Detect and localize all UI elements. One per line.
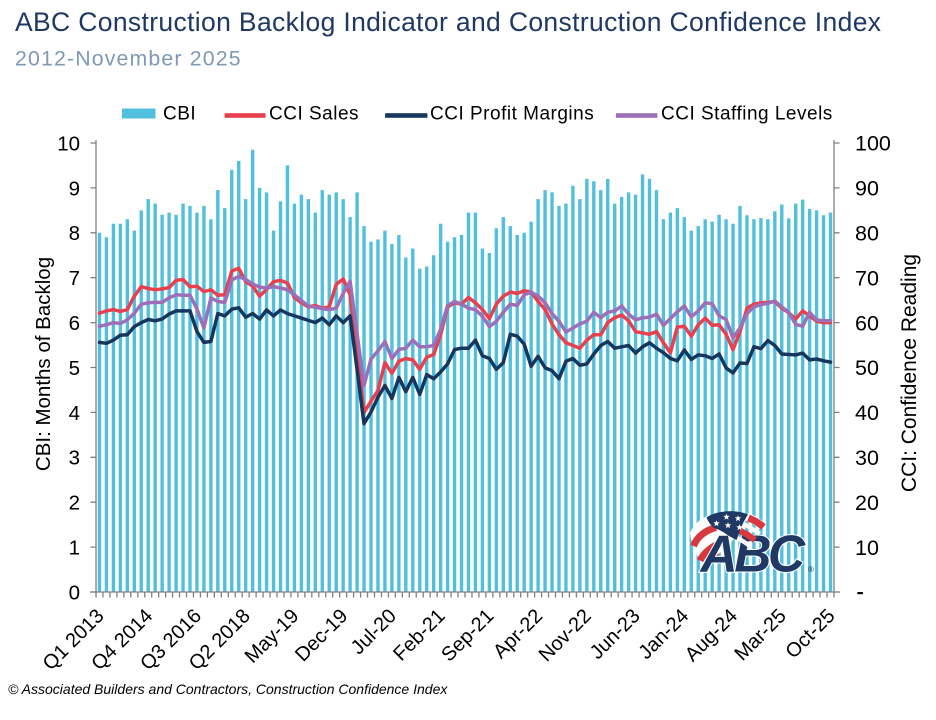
svg-text:10: 10 — [57, 132, 80, 155]
svg-text:®: ® — [808, 565, 814, 574]
svg-text:0: 0 — [69, 581, 80, 604]
svg-text:8: 8 — [69, 222, 80, 245]
svg-text:30: 30 — [855, 446, 879, 470]
svg-text:CCI Profit Margins: CCI Profit Margins — [430, 104, 594, 125]
svg-text:CCI Staffing Levels: CCI Staffing Levels — [661, 104, 833, 125]
svg-text:7: 7 — [69, 267, 80, 290]
svg-text:ABC Construction Backlog Indic: ABC Construction Backlog Indicator and C… — [15, 7, 881, 37]
svg-text:CCI Sales: CCI Sales — [269, 104, 359, 125]
svg-text:20: 20 — [855, 491, 879, 515]
svg-text:CBI: Months of Backlog: CBI: Months of Backlog — [32, 257, 55, 471]
svg-text:ABC: ABC — [699, 525, 806, 583]
svg-text:50: 50 — [855, 356, 879, 380]
svg-text:2: 2 — [69, 492, 80, 515]
svg-text:1: 1 — [69, 537, 80, 560]
svg-text:© Associated Builders and Cont: © Associated Builders and Contractors, C… — [8, 681, 448, 697]
svg-text:CCI: Confidence Reading: CCI: Confidence Reading — [898, 254, 921, 492]
svg-text:90: 90 — [855, 177, 879, 201]
svg-text:70: 70 — [855, 266, 879, 290]
svg-text:CBI: CBI — [163, 104, 196, 125]
svg-text:2012-November 2025: 2012-November 2025 — [15, 47, 242, 71]
svg-text:4: 4 — [69, 402, 80, 425]
svg-text:60: 60 — [855, 311, 879, 335]
svg-text:80: 80 — [855, 222, 879, 246]
svg-text:3: 3 — [69, 447, 80, 470]
svg-text:40: 40 — [855, 401, 879, 425]
svg-text:5: 5 — [69, 357, 80, 380]
svg-text:9: 9 — [69, 177, 80, 200]
svg-text:100: 100 — [855, 132, 891, 156]
svg-text:10: 10 — [855, 536, 879, 560]
svg-text:6: 6 — [69, 312, 80, 335]
